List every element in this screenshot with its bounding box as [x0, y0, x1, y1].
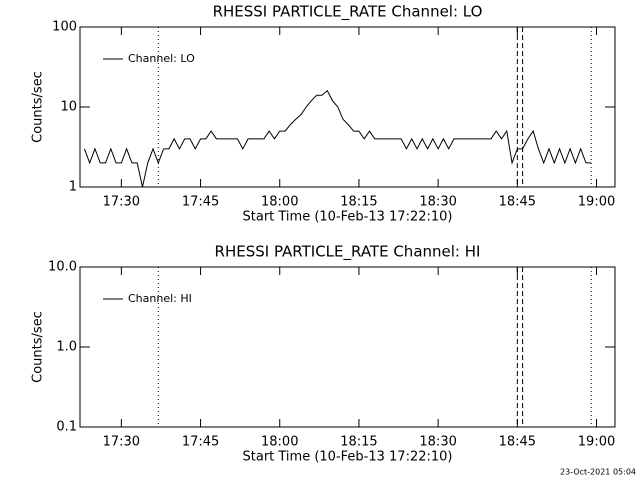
x-tick-label: 18:45 [499, 195, 536, 210]
legend-label: Channel: LO [128, 52, 195, 65]
plot-frame [79, 266, 616, 428]
x-tick-label: 18:30 [419, 195, 456, 210]
y-tick-label: 100 [52, 20, 77, 35]
y-axis-label: Counts/sec [31, 311, 46, 383]
plot-frame [79, 26, 616, 188]
chart-title: RHESSI PARTICLE_RATE Channel: HI [215, 243, 481, 262]
x-tick-label: 18:30 [419, 435, 456, 450]
x-tick-label: 18:00 [261, 195, 298, 210]
legend-label: Channel: HI [128, 292, 192, 305]
x-tick-label: 19:00 [578, 195, 615, 210]
y-tick-label: 0.1 [56, 420, 77, 435]
x-tick-label: 19:00 [578, 435, 615, 450]
chart-title: RHESSI PARTICLE_RATE Channel: LO [213, 3, 483, 22]
x-tick-label: 18:15 [340, 195, 377, 210]
x-tick-label: 18:00 [261, 435, 298, 450]
x-axis-label: Start Time (10-Feb-13 17:22:10) [243, 450, 453, 465]
x-tick-label: 17:30 [103, 195, 140, 210]
x-tick-label: 18:15 [340, 435, 377, 450]
x-tick-label: 17:30 [103, 435, 140, 450]
y-tick-label: 10.0 [48, 260, 77, 275]
x-tick-label: 17:45 [182, 195, 219, 210]
y-tick-label: 10 [60, 100, 77, 115]
x-axis-label: Start Time (10-Feb-13 17:22:10) [243, 210, 453, 225]
x-tick-label: 17:45 [182, 435, 219, 450]
y-axis-label: Counts/sec [31, 71, 46, 143]
x-tick-label: 18:45 [499, 435, 536, 450]
footer: 23-Oct-2021 05:04 [560, 468, 636, 477]
y-tick-label: 1 [69, 180, 77, 195]
data-line [83, 89, 592, 188]
y-tick-label: 1.0 [56, 340, 77, 355]
